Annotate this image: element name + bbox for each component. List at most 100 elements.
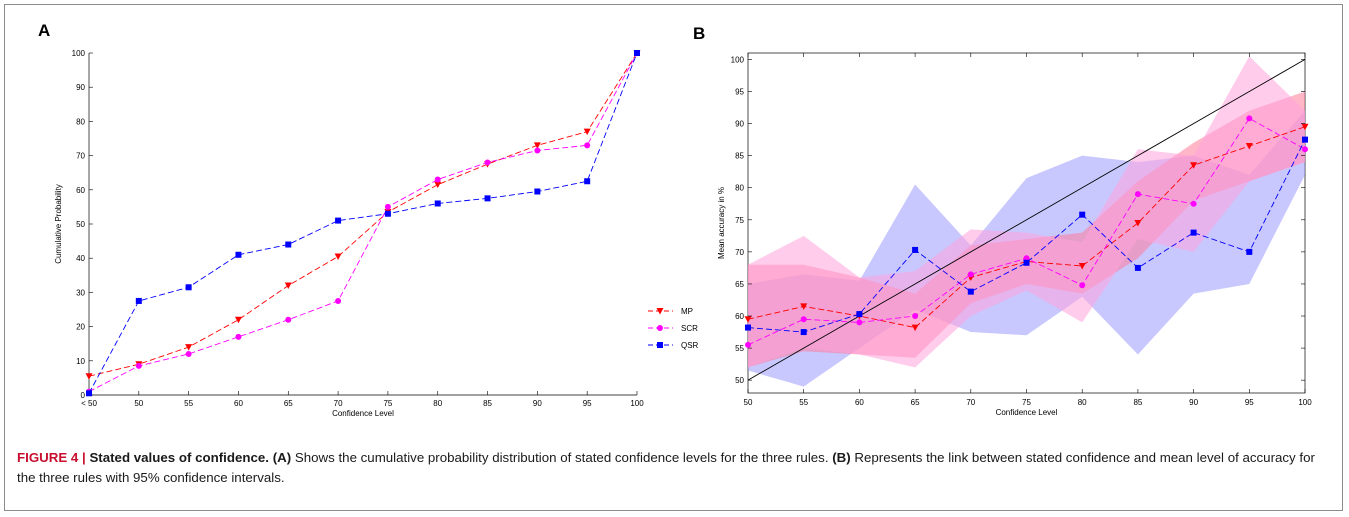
chart-b-point-scr xyxy=(800,316,807,323)
chart-b-reference-line xyxy=(747,59,1306,381)
chart-a-point-mp xyxy=(234,316,242,324)
chart-a-x-tick-label: 55 xyxy=(184,399,193,408)
chart-a-line-qsr xyxy=(88,52,638,394)
chart-b-point-qsr xyxy=(967,288,974,295)
chart-a-x-tick-label: 95 xyxy=(583,399,592,408)
chart-a-series-qsr xyxy=(86,50,640,397)
chart-a-point-scr xyxy=(384,203,391,210)
chart-a-y-tick-label: 70 xyxy=(76,152,85,161)
chart-a-x-tick-label: 80 xyxy=(433,399,442,408)
chart-a-legend-marker-mp xyxy=(656,308,664,315)
chart-b-point-mp xyxy=(800,303,808,310)
chart-a-point-mp xyxy=(434,181,442,189)
chart-b-point-qsr xyxy=(856,311,863,318)
panel-a-letter: A xyxy=(38,21,50,40)
chart-a-y-axis-label: Cumulative Probability xyxy=(54,184,63,264)
chart-b-point-scr xyxy=(1134,191,1141,198)
chart-b-point-mp xyxy=(911,324,919,332)
chart-b-point-scr xyxy=(1079,282,1086,289)
chart-b-y-tick-label: 95 xyxy=(735,87,744,96)
chart-a-point-qsr xyxy=(434,200,441,207)
chart-a-point-scr xyxy=(185,350,192,357)
chart-a-point-mp xyxy=(284,282,292,290)
caption-figure-label: FIGURE 4 | xyxy=(17,450,90,465)
chart-b-line-mp xyxy=(747,126,1306,329)
chart-a-x-tick-label: 100 xyxy=(630,399,644,408)
chart-b-x-tick-label: 100 xyxy=(1298,398,1312,407)
chart-b-series-scr xyxy=(745,115,1308,348)
chart-a-legend-label-scr: SCR xyxy=(681,324,698,333)
chart-b-point-scr xyxy=(912,313,919,320)
chart-a-line-mp xyxy=(88,52,638,377)
chart-a-x-tick-label: 60 xyxy=(234,399,243,408)
chart-b-x-tick-label: 50 xyxy=(744,398,753,407)
chart-a-point-qsr xyxy=(634,50,640,56)
chart-a-legend-label-mp: MP xyxy=(681,307,693,316)
chart-b-point-qsr xyxy=(1190,229,1197,236)
chart-b-line-qsr xyxy=(747,139,1306,333)
chart-a-point-scr xyxy=(235,333,242,340)
chart-b-point-qsr xyxy=(745,324,751,331)
chart-a-series-mp xyxy=(85,50,641,380)
chart-a-point-scr xyxy=(434,176,441,183)
chart-a-x-axis-label: Confidence Level xyxy=(332,409,394,418)
chart-b-x-tick-label: 60 xyxy=(855,398,864,407)
chart-b-x-tick-label: 90 xyxy=(1189,398,1198,407)
chart-a-point-qsr xyxy=(534,188,541,195)
chart-a-x-tick-label: 70 xyxy=(334,399,343,408)
chart-a-y-tick-label: 60 xyxy=(76,186,85,195)
chart-b-y-axis-label: Mean accuracy in % xyxy=(717,187,726,259)
caption-part-b-text: Represents the link between stated confi… xyxy=(17,450,1315,485)
chart-a-legend-marker-qsr xyxy=(657,342,663,348)
chart-b-y-tick-label: 70 xyxy=(735,248,744,257)
chart-a-point-qsr xyxy=(584,178,591,185)
chart-b-point-scr xyxy=(967,271,974,278)
chart-a-y-tick-label: 90 xyxy=(76,83,85,92)
chart-a-point-scr xyxy=(534,147,541,154)
chart-b-point-qsr xyxy=(1134,264,1141,271)
chart-b-point-scr xyxy=(1302,146,1308,153)
chart-a-line-scr xyxy=(88,52,638,392)
caption-title: Stated values of confidence. xyxy=(89,450,269,465)
chart-b-point-mp xyxy=(1245,143,1253,150)
chart-b-point-qsr xyxy=(1079,211,1086,218)
chart-b-ci-band-scr xyxy=(748,56,1305,368)
chart-a-y-tick-label: 50 xyxy=(76,220,85,229)
figure-frame: A B 0 10 20 30 40 50 60 70 80 90 100 < 50 50 55 60 65 70… xyxy=(4,4,1343,511)
chart-a-point-scr xyxy=(584,142,591,149)
chart-a-y-tick-label: 30 xyxy=(76,288,85,297)
chart-b-y-tick-label: 55 xyxy=(735,344,744,353)
chart-b-y-tick-label: 75 xyxy=(735,216,744,225)
chart-a-y-tick-label: 40 xyxy=(76,254,85,263)
figure-caption: FIGURE 4 | Stated values of confidence. … xyxy=(17,448,1335,488)
chart-b-x-tick-label: 80 xyxy=(1078,398,1087,407)
chart-a-y-tick-label: 20 xyxy=(76,323,85,332)
chart-a-x-tick-label: 65 xyxy=(284,399,293,408)
chart-b-x-tick-label: 75 xyxy=(1022,398,1031,407)
chart-b-y-tick-label: 50 xyxy=(735,376,744,385)
panel-b-letter: B xyxy=(693,24,705,43)
chart-a-y-tick-label: 80 xyxy=(76,117,85,126)
chart-a-point-mp xyxy=(85,373,93,380)
caption-part-a-text: Shows the cumulative probability distrib… xyxy=(294,450,829,465)
chart-b-point-qsr xyxy=(1302,136,1308,143)
chart-a-y-tick-label: 10 xyxy=(76,357,85,366)
chart-b-y-tick-label: 85 xyxy=(735,152,744,161)
chart-a-x-tick-label: 90 xyxy=(533,399,542,408)
chart-a-series-scr xyxy=(86,50,640,395)
chart-b-point-mp xyxy=(1134,220,1142,227)
figure-charts: A B 0 10 20 30 40 50 60 70 80 90 100 < 50 50 55 60 65 70… xyxy=(38,21,1312,418)
chart-a-y-tick-label: 100 xyxy=(72,49,86,58)
chart-b-point-mp xyxy=(1190,162,1198,169)
chart-a-x-tick-label: 75 xyxy=(383,399,392,408)
chart-a-point-qsr xyxy=(86,390,92,397)
chart-b-point-scr xyxy=(856,319,863,326)
chart-b-y-tick-label: 80 xyxy=(735,184,744,193)
chart-b-point-scr xyxy=(1246,115,1253,122)
chart-a-x-tick-label: 50 xyxy=(134,399,143,408)
chart-b-point-qsr xyxy=(912,246,919,253)
chart-b-x-tick-label: 65 xyxy=(911,398,920,407)
chart-a-legend-marker-scr xyxy=(657,325,663,331)
chart-b-point-qsr xyxy=(800,329,807,336)
chart-a-point-qsr xyxy=(384,210,391,217)
